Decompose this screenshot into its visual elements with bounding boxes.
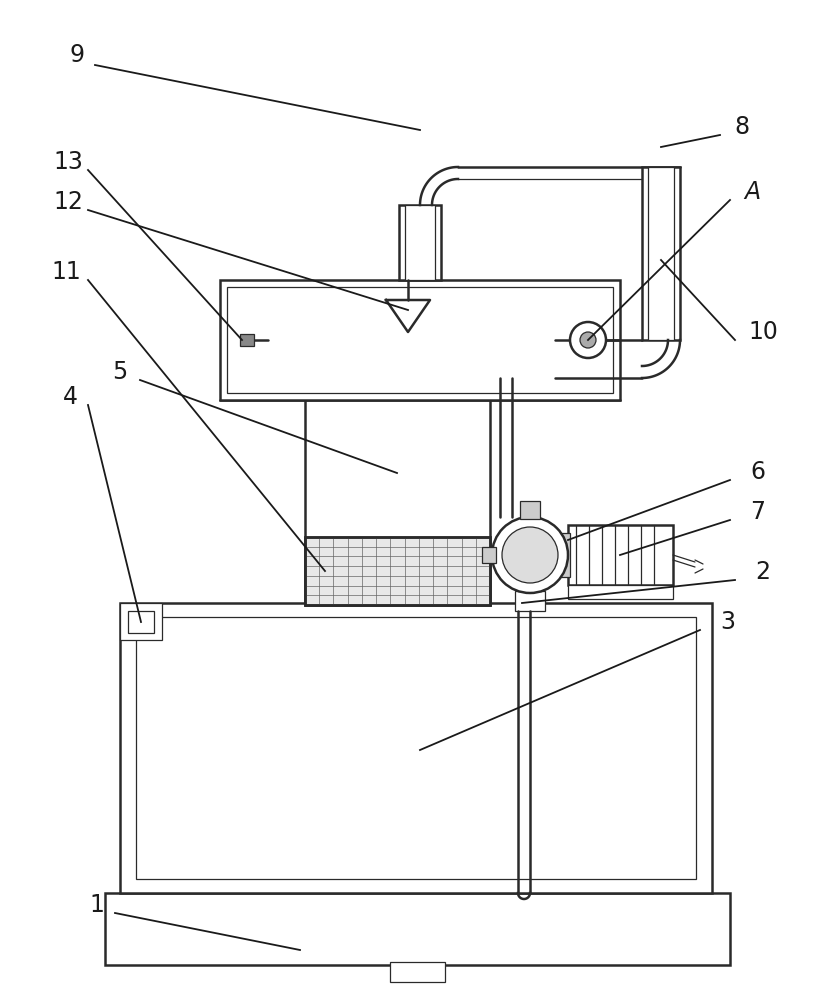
Text: 11: 11 bbox=[51, 260, 81, 284]
Bar bbox=[305, 537, 490, 605]
Text: A: A bbox=[744, 180, 760, 204]
Text: 1: 1 bbox=[90, 893, 105, 917]
Bar bbox=[120, 603, 712, 893]
Bar bbox=[240, 334, 254, 346]
Bar bbox=[642, 167, 680, 340]
Text: 5: 5 bbox=[112, 360, 127, 384]
Circle shape bbox=[580, 332, 596, 348]
Bar bbox=[405, 205, 435, 280]
Text: 12: 12 bbox=[53, 190, 83, 214]
Text: 6: 6 bbox=[751, 460, 765, 484]
Circle shape bbox=[492, 517, 568, 593]
Bar bbox=[128, 611, 154, 633]
Text: 13: 13 bbox=[53, 150, 83, 174]
Bar bbox=[568, 585, 673, 599]
Bar bbox=[648, 167, 674, 340]
Bar bbox=[520, 501, 540, 519]
Text: 10: 10 bbox=[748, 320, 778, 344]
Bar bbox=[136, 617, 696, 879]
Bar bbox=[399, 205, 441, 280]
Bar bbox=[390, 962, 445, 982]
Bar bbox=[105, 893, 730, 965]
Bar bbox=[568, 525, 673, 585]
Text: 9: 9 bbox=[70, 43, 85, 67]
Text: 2: 2 bbox=[756, 560, 770, 584]
Bar bbox=[220, 280, 620, 400]
Text: 8: 8 bbox=[734, 115, 749, 139]
Circle shape bbox=[502, 527, 558, 583]
Text: 7: 7 bbox=[751, 500, 765, 524]
Bar bbox=[227, 287, 613, 393]
Bar bbox=[305, 537, 490, 605]
Text: 4: 4 bbox=[63, 385, 77, 409]
Circle shape bbox=[570, 322, 606, 358]
Text: 3: 3 bbox=[721, 610, 736, 634]
Bar bbox=[305, 400, 490, 605]
Bar bbox=[515, 591, 545, 611]
Bar bbox=[482, 547, 496, 563]
Bar bbox=[552, 533, 570, 577]
Bar bbox=[120, 603, 162, 640]
